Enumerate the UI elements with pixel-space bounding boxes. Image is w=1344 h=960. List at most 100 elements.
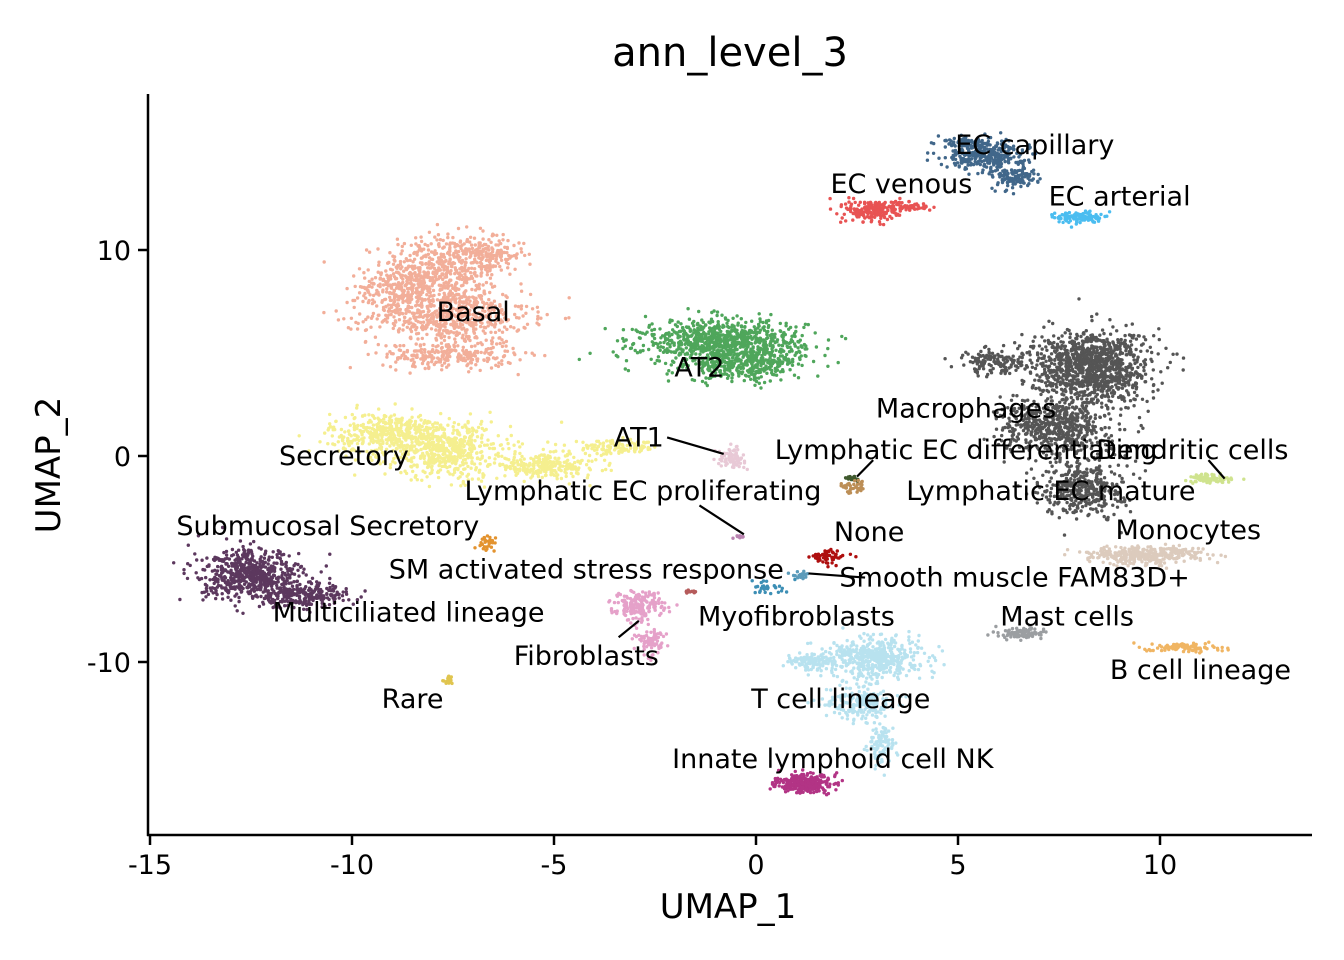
data-point — [389, 277, 393, 281]
data-point — [342, 317, 346, 321]
data-point — [487, 248, 491, 252]
data-point — [399, 267, 403, 271]
data-point — [624, 359, 629, 363]
data-point — [378, 276, 383, 280]
data-point — [473, 243, 477, 247]
data-point — [367, 279, 371, 284]
data-point — [665, 347, 669, 351]
data-point — [826, 364, 830, 368]
data-point — [362, 271, 366, 275]
data-point — [463, 266, 467, 270]
data-point — [926, 151, 930, 155]
data-point — [478, 241, 482, 245]
data-point — [371, 311, 376, 316]
data-point — [519, 247, 523, 251]
data-point — [744, 320, 748, 325]
data-point — [370, 301, 375, 306]
data-point — [511, 346, 515, 351]
data-point — [490, 350, 494, 355]
data-point — [323, 431, 327, 435]
data-point — [684, 346, 688, 350]
data-point — [531, 457, 536, 461]
data-point — [434, 338, 439, 342]
data-point — [647, 347, 651, 352]
data-point — [566, 458, 570, 462]
data-point — [381, 278, 385, 283]
data-point — [388, 365, 393, 369]
data-point — [383, 472, 387, 476]
data-point — [393, 282, 397, 286]
data-point — [382, 308, 386, 313]
data-point — [857, 203, 861, 207]
data-point — [355, 434, 359, 438]
data-point — [392, 299, 397, 304]
data-point — [445, 348, 449, 353]
data-point — [465, 442, 470, 446]
data-point — [513, 352, 517, 357]
data-point — [491, 336, 495, 340]
data-point — [384, 282, 389, 286]
data-point — [765, 336, 769, 341]
data-point — [719, 459, 724, 463]
data-point — [826, 346, 830, 351]
data-point — [410, 440, 414, 445]
data-point — [468, 277, 472, 281]
data-point — [352, 274, 356, 278]
data-point — [522, 241, 526, 246]
data-point — [512, 458, 516, 462]
data-point — [425, 293, 429, 297]
data-point — [460, 425, 465, 429]
data-point — [499, 249, 503, 253]
data-point — [426, 322, 430, 326]
data-point — [758, 360, 762, 364]
data-point — [788, 368, 792, 372]
data-point — [436, 349, 440, 353]
data-point — [993, 160, 997, 164]
data-point — [858, 200, 862, 204]
data-point — [355, 403, 359, 407]
data-point — [881, 222, 886, 227]
data-point — [343, 430, 347, 434]
data-point — [456, 226, 461, 231]
data-point — [472, 236, 477, 240]
data-point — [699, 336, 704, 340]
data-point — [373, 335, 378, 339]
data-point — [544, 467, 548, 471]
data-point — [562, 443, 567, 447]
data-point — [384, 269, 388, 273]
data-point — [637, 336, 642, 340]
data-point — [437, 330, 441, 334]
data-point — [408, 371, 412, 375]
data-point — [1038, 177, 1042, 181]
data-point — [736, 323, 740, 327]
data-point — [489, 282, 493, 286]
data-point — [398, 344, 402, 348]
data-point — [444, 281, 448, 285]
data-point — [741, 366, 745, 370]
data-point — [433, 434, 437, 439]
data-point — [479, 274, 483, 278]
data-point — [814, 345, 819, 349]
data-point — [506, 441, 510, 446]
data-point — [755, 364, 759, 368]
data-point — [384, 426, 388, 430]
data-point — [424, 262, 428, 266]
data-point — [865, 215, 870, 219]
data-point — [742, 465, 746, 470]
data-point — [571, 467, 575, 471]
data-point — [347, 429, 351, 433]
data-point — [432, 322, 436, 326]
data-point — [504, 344, 508, 348]
data-point — [859, 210, 864, 214]
data-point — [483, 264, 487, 269]
data-point — [647, 325, 651, 329]
data-point — [765, 332, 769, 336]
data-point — [750, 356, 754, 360]
data-point — [409, 444, 413, 448]
data-point — [366, 285, 371, 289]
data-point — [519, 282, 523, 286]
data-point — [442, 452, 446, 456]
data-point — [578, 461, 582, 465]
data-point — [519, 289, 524, 293]
data-point — [382, 319, 386, 323]
